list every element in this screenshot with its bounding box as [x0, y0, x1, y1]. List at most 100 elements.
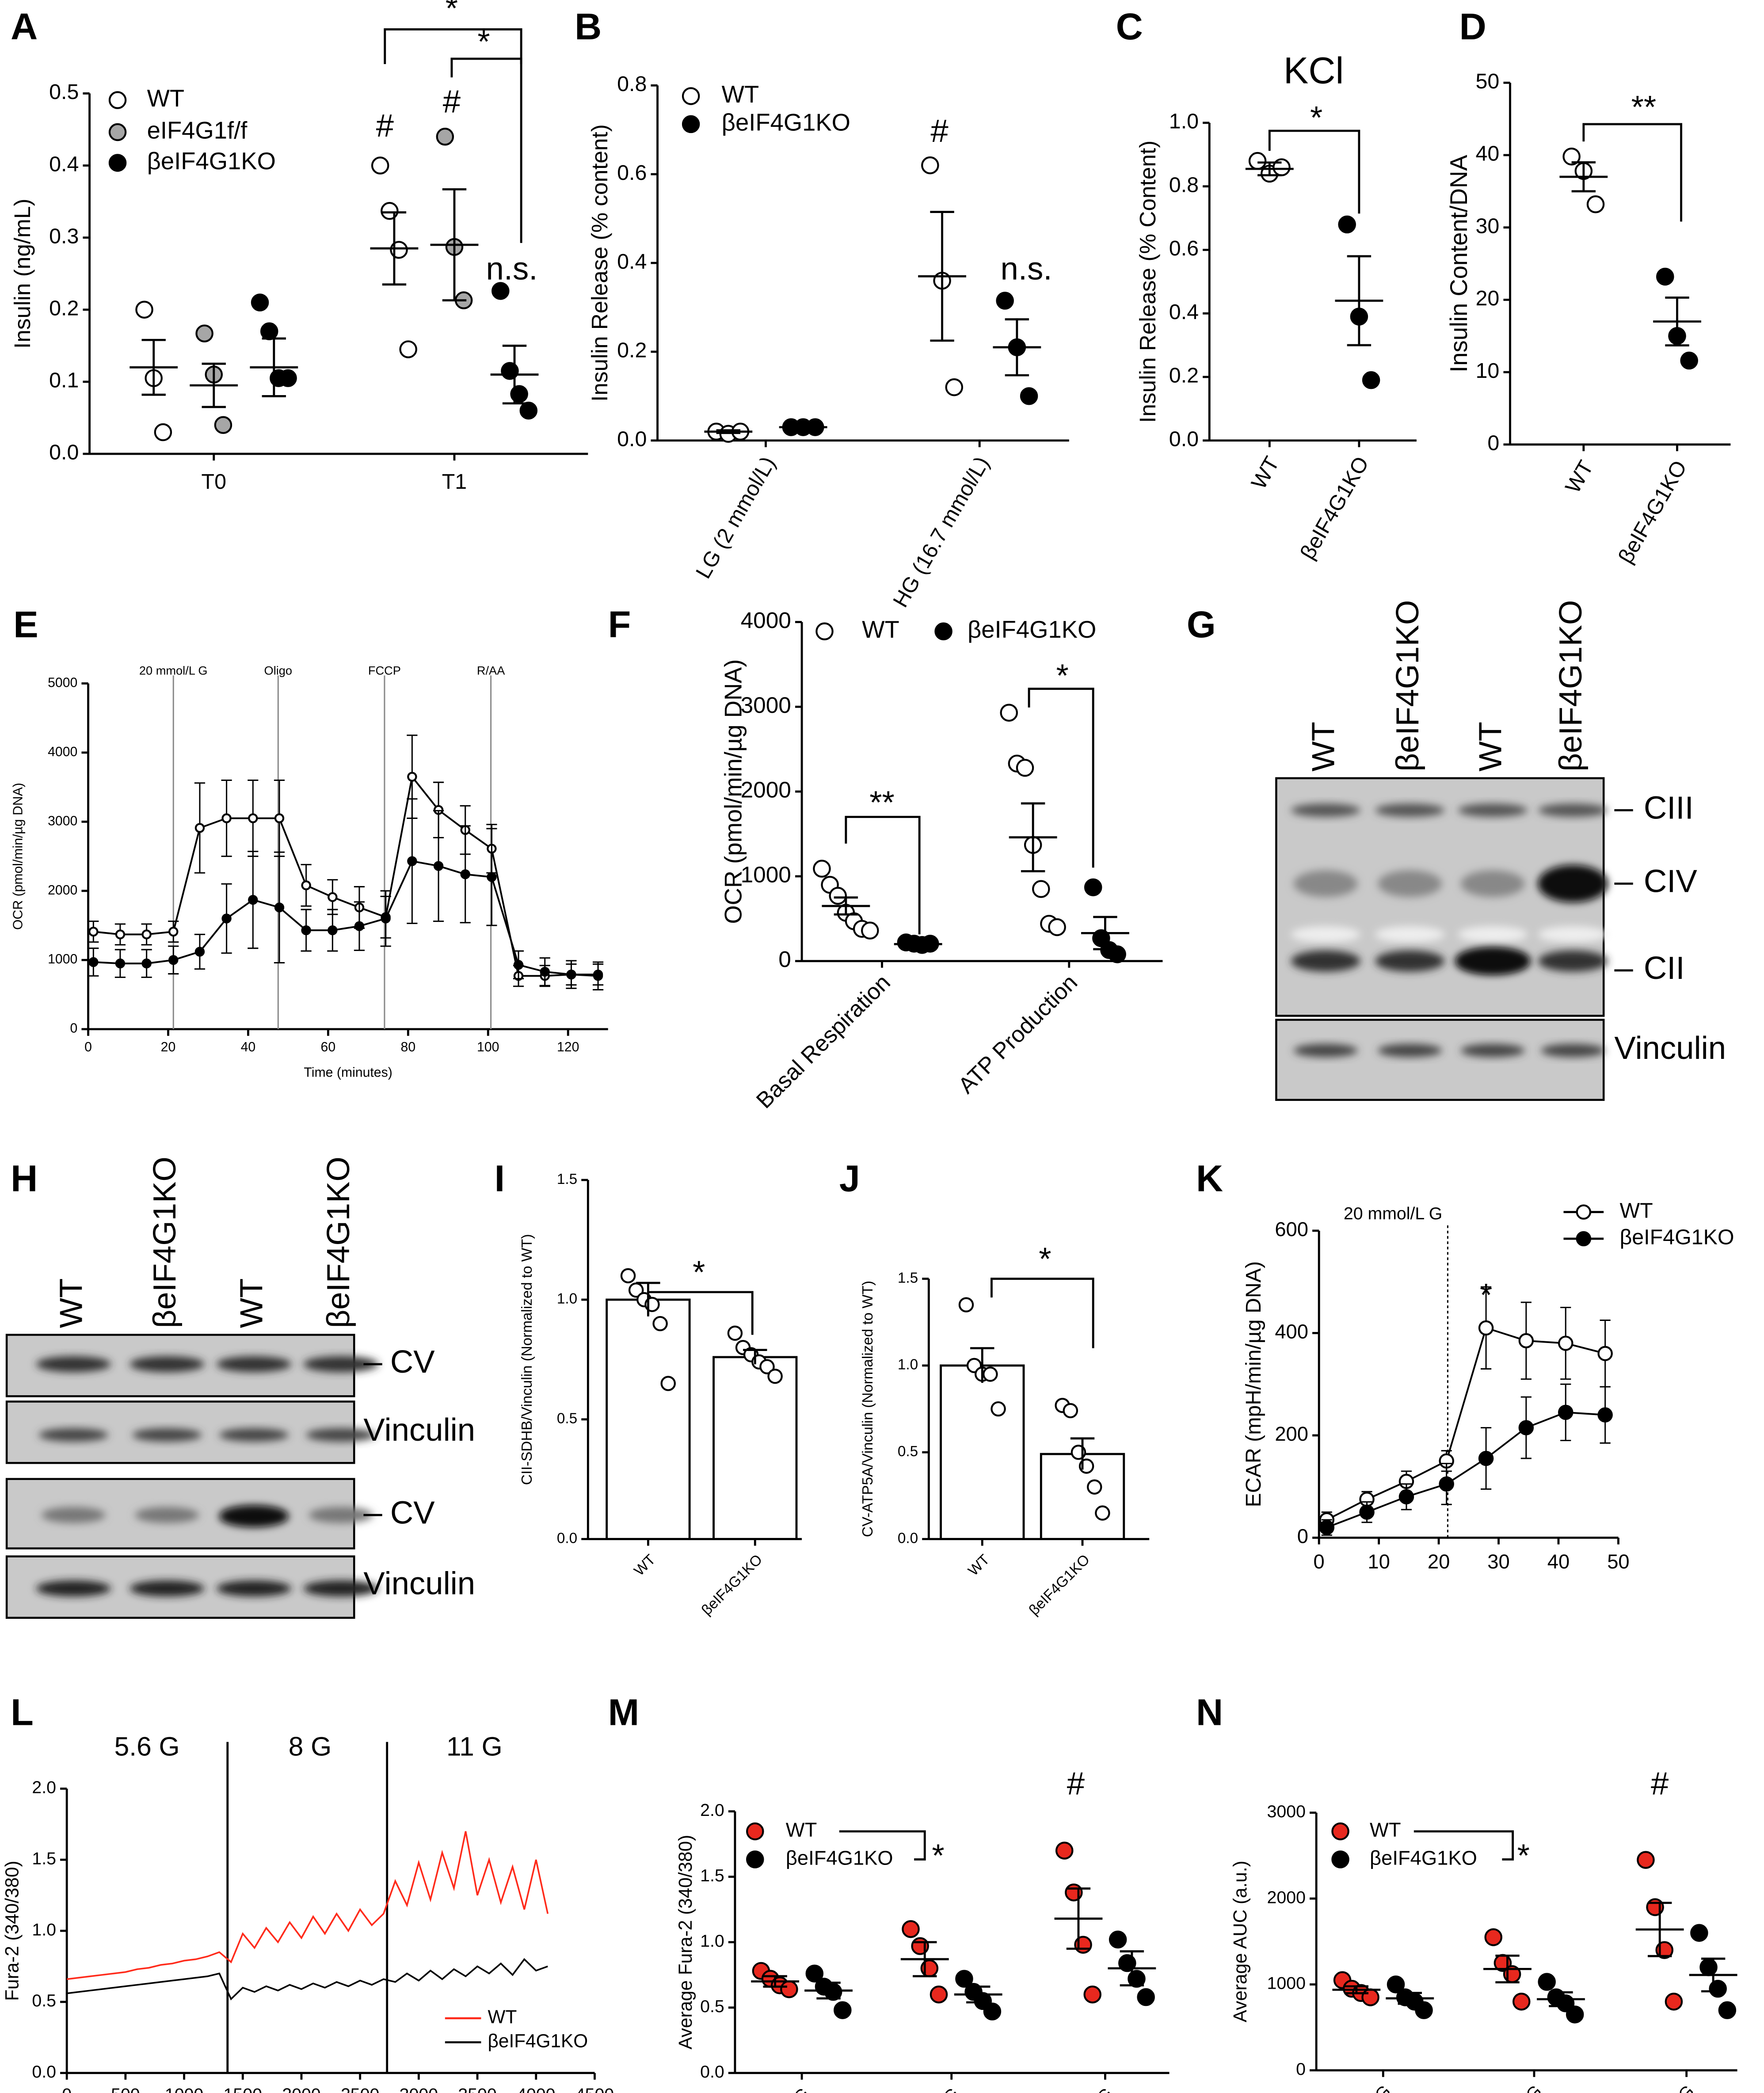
x-tick-label: 0 [1314, 1550, 1325, 1573]
y-tick-label: 0.1 [49, 369, 79, 392]
data-point [194, 823, 205, 833]
blot-band [130, 1580, 205, 1597]
blot-band [132, 1428, 202, 1442]
blot-band [1375, 950, 1445, 972]
y-tick-label: 1.5 [700, 1866, 724, 1885]
data-point [141, 929, 152, 940]
annotation: * [446, 0, 458, 26]
y-tick-label: 1.0 [898, 1357, 918, 1373]
annotation: # [930, 113, 948, 149]
y-tick-label: 5000 [48, 675, 77, 690]
y-tick-label: 600 [1275, 1218, 1308, 1241]
data-point [1637, 1851, 1655, 1869]
chart-title: KCl [1284, 49, 1344, 91]
legend-label: βeIF4G1KO [1619, 1225, 1734, 1249]
data-point [371, 156, 389, 175]
bar [940, 1364, 1025, 1540]
y-tick-label: 0.4 [617, 250, 647, 274]
y-tick-label: 2000 [48, 883, 77, 898]
data-point [154, 423, 172, 441]
data-point [248, 813, 258, 823]
y-tick-label: 0 [1296, 2059, 1306, 2079]
y-axis-title: OCR (pmol/min/µg DNA) [11, 783, 25, 930]
panel-letter: B [575, 5, 602, 47]
y-tick-label: 4000 [741, 607, 791, 633]
data-point [660, 1376, 676, 1391]
blot-band [1455, 948, 1530, 974]
y-tick-label: 0.0 [49, 441, 79, 464]
data-point [1562, 148, 1581, 166]
data-point [1020, 387, 1038, 405]
x-tick-label: 11 G [1658, 2082, 1698, 2093]
y-tick-label: 2.0 [32, 1778, 56, 1797]
y-tick-label: 0.2 [49, 297, 79, 320]
lane-label: WT [53, 1279, 89, 1328]
data-point [652, 1316, 668, 1332]
significance-bracket [647, 1291, 754, 1335]
panel-letter: D [1459, 5, 1486, 47]
event-label: Oligo [264, 663, 293, 677]
data-point [834, 2001, 852, 2019]
legend-label: βeIF4G1KO [488, 2030, 588, 2051]
legend-marker [1576, 1204, 1592, 1220]
data-point [955, 1970, 973, 1988]
annotation: * [693, 1255, 705, 1290]
data-point [1084, 878, 1102, 897]
data-point [1518, 1333, 1534, 1348]
y-tick-label: 0.5 [32, 1991, 56, 2010]
x-tick-label: WT [631, 1552, 659, 1579]
blot-band [306, 1428, 376, 1442]
y-tick-label: 200 [1275, 1423, 1308, 1445]
legend-marker [108, 123, 127, 141]
event-label: FCCP [368, 663, 401, 677]
data-point [274, 902, 285, 913]
legend-marker [1576, 1231, 1592, 1247]
data-point [195, 324, 213, 342]
blot-band [1375, 803, 1445, 817]
annotation: * [477, 24, 490, 60]
series-line [66, 1831, 549, 1980]
x-tick-label: 2000 [282, 2085, 320, 2093]
significance-bracket [450, 57, 522, 243]
x-tick-label: 40 [241, 1040, 256, 1054]
x-tick-label: LG (2 mmol/L) [691, 453, 780, 582]
data-point [1718, 2001, 1737, 2019]
annotation: ** [869, 784, 894, 820]
data-point [1566, 2005, 1584, 2024]
x-tick-label: Basal Respiration [751, 969, 895, 1113]
y-tick-label: 0 [778, 946, 791, 972]
x-tick-label: T0 [202, 470, 226, 494]
data-point [1083, 1985, 1101, 2004]
data-point [1338, 215, 1356, 234]
annotation: # [443, 84, 461, 120]
data-point [1415, 2001, 1433, 2019]
data-point [168, 955, 179, 965]
legend-marker [1331, 1822, 1349, 1841]
y-tick-label: 10 [1476, 359, 1500, 383]
x-tick-label: HG (16.7 mmol/L) [888, 453, 994, 612]
y-tick-label: 1.5 [898, 1270, 918, 1286]
panel-letter: E [13, 603, 38, 645]
y-tick-label: 0.5 [898, 1443, 918, 1460]
data-point [1558, 1404, 1574, 1420]
legend-label: βeIF4G1KO [968, 616, 1096, 643]
x-tick-label: WT [1561, 457, 1598, 497]
data-point [1439, 1476, 1454, 1492]
legend-label: eIF4G1f/f [147, 117, 248, 144]
band-label: Vinculin [363, 1565, 475, 1601]
blot-band [1538, 926, 1608, 943]
event-label: 20 mmol/L G [1344, 1204, 1442, 1223]
data-point [1032, 880, 1050, 898]
legend-label: βeIF4G1KO [786, 1846, 893, 1869]
data-point [1665, 1992, 1683, 2011]
y-tick-label: 0.0 [1169, 427, 1199, 451]
y-tick-label: 1000 [48, 952, 77, 967]
band-label: CV [390, 1344, 435, 1380]
data-point [1398, 1489, 1414, 1505]
data-point [328, 892, 338, 902]
y-tick-label: 4000 [48, 745, 77, 759]
data-point [1478, 1450, 1494, 1466]
legend-label: WT [722, 81, 759, 108]
significance-bracket [1413, 1830, 1514, 1861]
